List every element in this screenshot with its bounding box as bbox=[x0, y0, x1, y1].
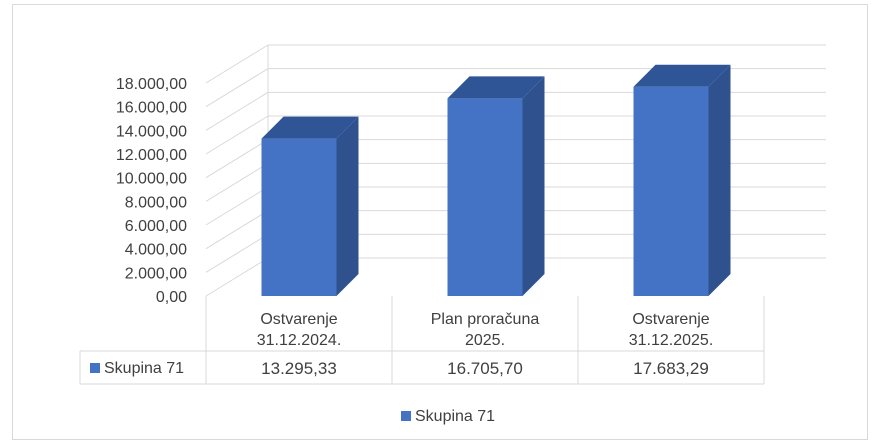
gridline-side bbox=[205, 115, 269, 155]
data-value-label: 13.295,33 bbox=[261, 359, 337, 378]
series-name: Skupina 71 bbox=[104, 360, 184, 377]
bar bbox=[633, 64, 731, 296]
legend-key bbox=[401, 411, 411, 421]
bar-side bbox=[336, 116, 359, 296]
y-tick-label: 0,00 bbox=[156, 289, 187, 306]
gridline-side bbox=[205, 233, 269, 273]
y-tick-label: 18.000,00 bbox=[116, 76, 187, 93]
gridline-side bbox=[205, 210, 269, 250]
gridline-side bbox=[205, 139, 269, 179]
bar-side bbox=[522, 76, 545, 296]
bar-front bbox=[261, 138, 337, 296]
category-label-line: 2025. bbox=[465, 332, 505, 349]
category-label: Ostvarenje 31.12.2025. bbox=[629, 311, 714, 349]
bar-front bbox=[447, 98, 523, 296]
bar-front bbox=[633, 86, 709, 296]
bar-top bbox=[447, 76, 545, 99]
bar-top bbox=[261, 116, 359, 139]
category-label-line: 31.12.2025. bbox=[629, 332, 714, 349]
series-legend-key bbox=[90, 363, 100, 373]
data-value-label: 16.705,70 bbox=[447, 359, 523, 378]
bar-side bbox=[708, 64, 731, 296]
y-tick-label: 16.000,00 bbox=[116, 100, 187, 117]
category-label-line: Plan proračuna bbox=[431, 311, 540, 328]
y-tick-label: 10.000,00 bbox=[116, 171, 187, 188]
y-tick-label: 14.000,00 bbox=[116, 123, 187, 140]
category-label: Ostvarenje 31.12.2024. bbox=[257, 311, 342, 349]
y-tick-label: 12.000,00 bbox=[116, 147, 187, 164]
bar-top bbox=[633, 64, 731, 87]
data-value-label: 17.683,29 bbox=[633, 359, 709, 378]
category-label-line: Ostvarenje bbox=[260, 311, 337, 328]
gridline-side bbox=[205, 68, 269, 108]
gridline-side bbox=[205, 91, 269, 131]
bar bbox=[261, 116, 359, 296]
y-tick-label: 8.000,00 bbox=[125, 194, 187, 211]
bar bbox=[447, 76, 545, 296]
gridline-side bbox=[205, 257, 269, 297]
y-tick-label: 6.000,00 bbox=[125, 218, 187, 235]
y-tick-label: 4.000,00 bbox=[125, 242, 187, 259]
gridline-side bbox=[205, 186, 269, 226]
category-label: Plan proračuna 2025. bbox=[431, 311, 540, 349]
category-label-line: Ostvarenje bbox=[632, 311, 709, 328]
category-label-line: 31.12.2024. bbox=[257, 332, 342, 349]
gridline-side bbox=[205, 44, 269, 84]
gridline-side bbox=[205, 162, 269, 202]
y-tick-label: 2.000,00 bbox=[125, 265, 187, 282]
legend-label: Skupina 71 bbox=[415, 408, 495, 425]
